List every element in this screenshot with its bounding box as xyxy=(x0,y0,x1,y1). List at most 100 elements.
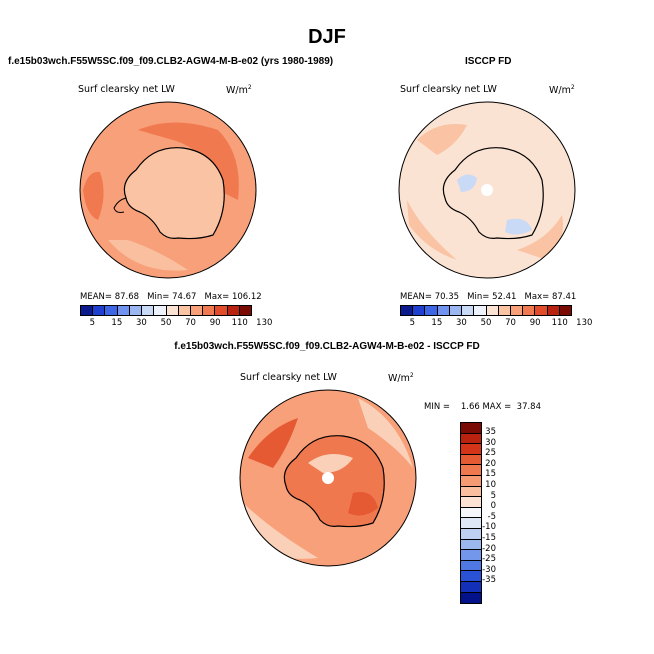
model-units-label: W/m2 xyxy=(226,84,252,97)
obs-colorbar-tick: 15 xyxy=(431,318,443,328)
model-colorbar-box xyxy=(227,306,240,315)
diff-colorbar-box xyxy=(461,465,481,476)
diff-colorbar-ticks: 35 30 25 20 15 10 5 0 -5 -10 -15 -20 -25 -30 -35 xyxy=(470,427,496,586)
diff-colorbar-box xyxy=(461,475,481,487)
obs-colorbar-tick: 130 xyxy=(576,318,593,328)
diff-variable-label: Surf clearsky net LW xyxy=(240,372,337,383)
model-light-patch-south xyxy=(108,240,188,271)
model-colorbar-box xyxy=(154,306,167,315)
model-colorbar-box xyxy=(215,306,228,315)
diff-colorbar-box xyxy=(461,581,481,593)
diff-colorbar-tick: 15 xyxy=(485,469,496,480)
diff-light-patch-land xyxy=(308,454,353,473)
model-colorbar-tick: 130 xyxy=(256,318,273,328)
model-colorbar-tick: 110 xyxy=(231,318,248,328)
diff-units-label: W/m2 xyxy=(388,372,414,385)
model-colorbar-box xyxy=(81,306,94,315)
obs-panel-heading: ISCCP FD xyxy=(465,56,512,67)
model-colorbar-ticks: 5 15 30 50 70 90 110 130 xyxy=(80,318,273,330)
model-warm-patch-west xyxy=(83,171,104,220)
obs-colorbar-box xyxy=(425,306,438,315)
diff-colorbar-tick: 10 xyxy=(485,479,496,490)
diff-colorbar-tick: -10 xyxy=(482,522,496,533)
diff-colorbar-tick: 5 xyxy=(490,490,496,501)
diff-weak-patch-ne xyxy=(358,398,413,468)
diff-colorbar xyxy=(460,422,482,605)
diff-colorbar-box xyxy=(461,592,481,604)
obs-units-label: W/m2 xyxy=(549,84,575,97)
obs-colorbar-boxes xyxy=(400,305,572,316)
obs-colorbar-tick: 30 xyxy=(456,318,467,328)
obs-colorbar-box xyxy=(401,306,414,315)
obs-colorbar xyxy=(400,305,572,316)
diff-colorbar-box xyxy=(461,528,481,540)
obs-colorbar-box xyxy=(486,306,499,315)
obs-colorbar-ticks: 5 15 30 50 70 90 110 130 xyxy=(400,318,593,330)
diff-colorbar-box xyxy=(461,454,481,466)
model-colorbar xyxy=(80,305,252,316)
obs-colorbar-box xyxy=(523,306,536,315)
diff-colorbar-tick: 20 xyxy=(485,458,496,469)
model-polar-map xyxy=(79,101,257,279)
diff-colorbar-tick: -25 xyxy=(482,554,496,565)
diff-colorbar-tick: -35 xyxy=(482,575,496,586)
diff-colorbar-tick: 25 xyxy=(485,448,496,459)
obs-colorbar-box xyxy=(535,306,548,315)
obs-colorbar-box xyxy=(449,306,463,315)
obs-pole-hole xyxy=(481,184,493,196)
obs-colorbar-box xyxy=(547,306,560,315)
diff-stats: MIN = 1.66 MAX = 37.84 xyxy=(424,402,541,412)
obs-colorbar-tick: 5 xyxy=(409,318,415,328)
diff-panel-heading: f.e15b03wch.F55W5SC.f09_f09.CLB2-AGW4-M-… xyxy=(174,341,480,352)
diff-colorbar-box xyxy=(461,560,481,572)
model-colorbar-box xyxy=(178,306,191,315)
model-colorbar-box xyxy=(190,306,204,315)
obs-antarctica-land xyxy=(442,147,544,240)
obs-cold-patch-west xyxy=(457,174,477,192)
diff-colorbar-box xyxy=(461,571,481,582)
model-colorbar-box xyxy=(142,306,155,315)
obs-colorbar-box xyxy=(462,306,475,315)
obs-colorbar-tick: 50 xyxy=(480,318,492,328)
diff-colorbar-box xyxy=(461,539,481,551)
obs-warm-patch-sw xyxy=(407,200,457,260)
model-colorbar-tick: 15 xyxy=(111,318,123,328)
obs-polar-map xyxy=(398,101,576,279)
diff-strong-patch-nw xyxy=(248,418,298,468)
diff-colorbar-tick: 30 xyxy=(485,437,496,448)
obs-colorbar-box xyxy=(437,306,450,315)
page-title: DJF xyxy=(308,26,346,48)
model-colorbar-box xyxy=(105,306,118,315)
diff-colorbar-box xyxy=(461,518,481,529)
diff-colorbar-tick: -30 xyxy=(482,564,496,575)
model-colorbar-box xyxy=(93,306,106,315)
model-stats: MEAN= 87.68 Min= 74.67 Max= 106.12 xyxy=(80,292,262,302)
model-colorbar-tick: 30 xyxy=(136,318,147,328)
diff-colorbar-box xyxy=(461,433,481,445)
diff-pole-hole xyxy=(322,472,334,484)
model-colorbar-tick: 50 xyxy=(160,318,172,328)
obs-colorbar-tick: 90 xyxy=(529,318,541,328)
diff-colorbar-box xyxy=(461,444,481,455)
model-colorbar-box xyxy=(129,306,143,315)
obs-colorbar-tick: 110 xyxy=(551,318,568,328)
model-colorbar-box xyxy=(239,306,252,315)
obs-colorbar-box xyxy=(498,306,511,315)
diff-colorbar-tick: -20 xyxy=(482,543,496,554)
model-colorbar-tick: 5 xyxy=(89,318,95,328)
obs-stats: MEAN= 70.35 Min= 52.41 Max= 87.41 xyxy=(400,292,577,302)
diff-colorbar-tick: 35 xyxy=(485,427,496,437)
model-colorbar-tick: 70 xyxy=(185,318,196,328)
model-colorbar-tick: 90 xyxy=(209,318,221,328)
obs-colorbar-box xyxy=(559,306,572,315)
diff-colorbar-box xyxy=(461,550,481,561)
diff-colorbar-box xyxy=(461,486,481,498)
obs-colorbar-box xyxy=(413,306,426,315)
model-warm-band xyxy=(138,122,239,200)
obs-variable-label: Surf clearsky net LW xyxy=(400,84,497,95)
model-colorbar-boxes xyxy=(80,305,252,316)
model-variable-label: Surf clearsky net LW xyxy=(78,84,175,95)
obs-colorbar-tick: 70 xyxy=(505,318,516,328)
diff-colorbar-box xyxy=(461,507,481,519)
diff-strong-patch-land xyxy=(348,492,378,516)
